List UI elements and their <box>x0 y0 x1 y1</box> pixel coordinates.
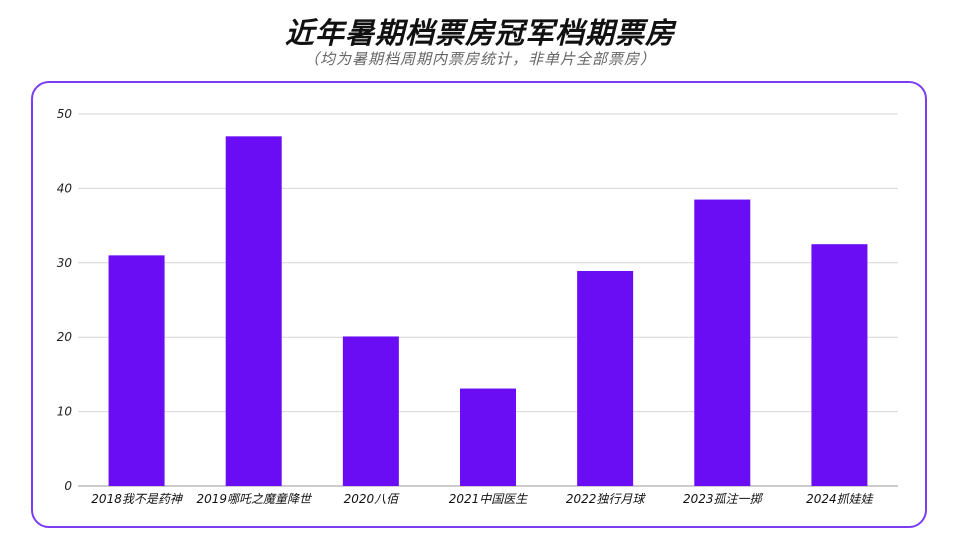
x-axis: 2018我不是药神 2019哪吒之魔童降世 2020八佰 2021中国医生 2022独行… <box>91 492 873 506</box>
bar-2 <box>225 136 282 486</box>
bar-6 <box>694 199 751 486</box>
bar-5 <box>577 270 634 486</box>
x-tick-label: 2022独行月球 <box>566 492 647 506</box>
bar-7 <box>811 244 868 486</box>
x-tick-label: 2018我不是药神 <box>91 492 184 506</box>
bar-1 <box>108 255 165 486</box>
x-tick-label: 2019哪吒之魔童降世 <box>196 492 313 506</box>
page-title: 近年暑期档票房冠军档期票房 <box>284 16 675 50</box>
y-tick-label: 20 <box>57 330 73 344</box>
grid-layer <box>78 113 898 487</box>
x-tick-label: 2024抓娃娃 <box>806 492 874 506</box>
y-tick-label: 50 <box>57 107 73 121</box>
bar-3 <box>342 336 399 486</box>
bar-layer <box>108 136 868 486</box>
y-tick-label: 0 <box>64 479 72 493</box>
x-tick-label: 2021中国医生 <box>449 492 529 506</box>
y-tick-label: 10 <box>57 405 73 419</box>
x-tick-label: 2020八佰 <box>344 492 401 506</box>
page-subtitle: （均为暑期档周期内票房统计，非单片全部票房） <box>303 50 656 68</box>
bar-4 <box>460 388 516 486</box>
y-tick-label: 30 <box>57 256 73 270</box>
x-tick-label: 2023孤注一掷 <box>683 492 764 506</box>
y-axis: 0 10 20 30 40 50 <box>57 107 73 493</box>
y-tick-label: 40 <box>57 181 73 195</box>
